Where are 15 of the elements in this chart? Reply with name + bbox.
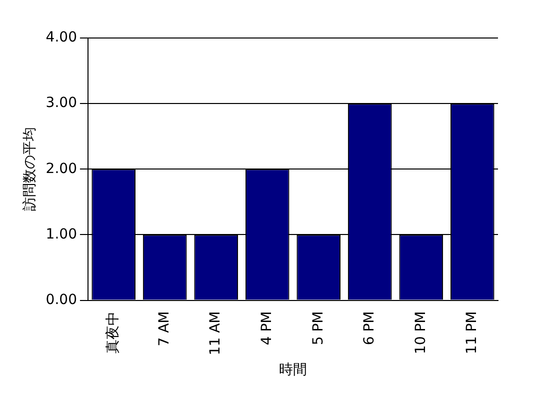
x-tick-label: 5 PM bbox=[310, 311, 326, 346]
x-axis-title: 時間 bbox=[278, 362, 307, 378]
y-tick-label: 2.00 bbox=[46, 160, 77, 177]
y-tick-label: 3.00 bbox=[46, 95, 77, 112]
x-tick-label: 7 AM bbox=[156, 311, 172, 346]
x-tick-label: 6 PM bbox=[362, 311, 378, 346]
y-tick-label: 1.00 bbox=[46, 226, 77, 242]
y-tick-label: 4.00 bbox=[46, 30, 77, 46]
x-tick-label: 11 PM bbox=[464, 311, 480, 354]
x-tick-label: 10 PM bbox=[412, 311, 429, 354]
y-tick-label: 0.00 bbox=[46, 292, 77, 308]
x-tick-label: 4 PM bbox=[259, 311, 275, 346]
x-tick-label: 真夜中 bbox=[105, 311, 122, 354]
y-axis-title: 訪問数の平均 bbox=[22, 127, 38, 212]
x-tick-label: 11 AM bbox=[208, 311, 224, 356]
